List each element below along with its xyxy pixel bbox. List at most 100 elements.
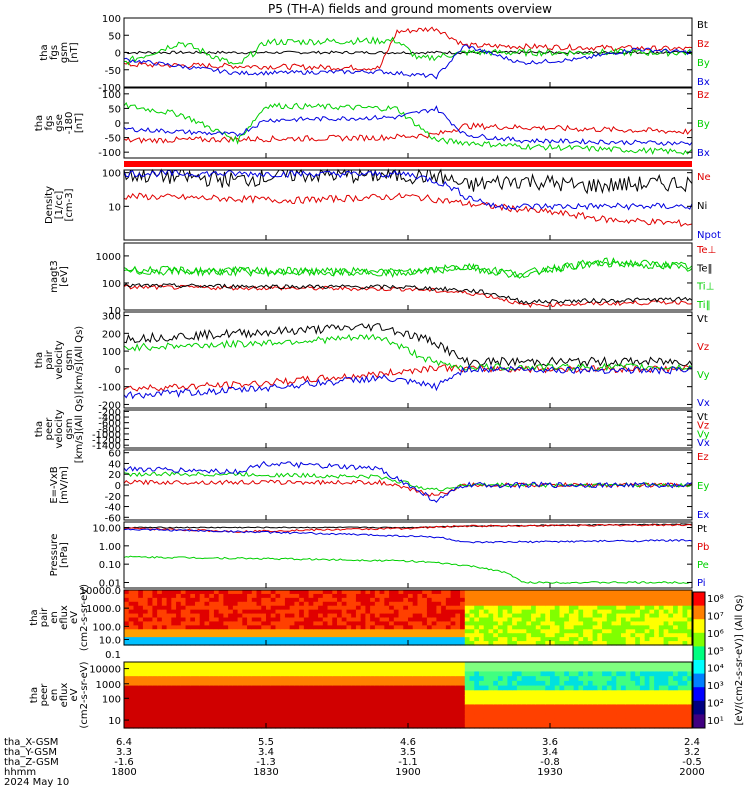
spectrogram-cell — [592, 709, 598, 715]
y-tick-label: -200 — [98, 400, 121, 411]
spectrogram-cell — [445, 676, 452, 682]
spectrogram-cell — [270, 597, 277, 603]
spectrogram-cell — [152, 662, 158, 668]
spectrogram-cell — [280, 617, 286, 623]
spectrogram-cell — [232, 621, 239, 626]
y-axis-label: gse — [54, 114, 65, 132]
spectrogram-cell — [540, 617, 546, 623]
spectrogram-cell — [322, 637, 329, 642]
spectrogram-cell — [479, 633, 485, 638]
spectrogram-cell — [242, 617, 248, 623]
spectrogram-cell — [408, 718, 414, 724]
spectrogram-cell — [668, 723, 674, 729]
y-tick-label: 10.0 — [99, 636, 121, 647]
spectrogram-cell — [554, 695, 561, 701]
spectrogram-cell — [587, 625, 594, 630]
spectrogram-cell — [251, 629, 258, 634]
spectrogram-cell — [147, 637, 153, 642]
spectrogram-cell — [488, 680, 494, 687]
spectrogram-cell — [199, 690, 206, 696]
spectrogram-cell — [266, 666, 272, 673]
spectrogram-cell — [251, 637, 258, 642]
spectrogram-cell — [228, 666, 234, 673]
legend-Vz: Vz — [697, 342, 709, 353]
spectrogram-cell — [535, 641, 542, 646]
spectrogram-cell — [436, 680, 442, 687]
spectrogram-cell — [303, 617, 310, 623]
spectrogram-cell — [237, 637, 243, 642]
spectrogram-cell — [318, 597, 324, 603]
spectrogram-cell — [436, 633, 442, 638]
spectrogram-cell — [374, 613, 381, 619]
spectrogram-cell — [450, 601, 456, 607]
spectrogram-cell — [497, 633, 504, 638]
spectrogram-cell — [327, 641, 333, 646]
spectrogram-cell — [341, 718, 348, 724]
spectrogram-cell — [142, 713, 149, 720]
spectrogram-cell — [455, 609, 461, 615]
spectrogram-cell — [673, 704, 679, 710]
spectrogram-cell — [412, 666, 419, 673]
spectrogram-cell — [540, 713, 546, 720]
spectrogram-cell — [346, 666, 352, 673]
spectrogram-cell — [507, 666, 513, 673]
spectrogram-cell — [507, 676, 513, 682]
spectrogram-cell — [251, 605, 258, 611]
spectrogram-cell — [261, 718, 267, 724]
spectrogram-cell — [673, 685, 679, 691]
spectrogram-cell — [199, 637, 206, 642]
spectrogram-cell — [308, 609, 314, 615]
spectrogram-cell — [299, 718, 305, 724]
spectrogram-cell — [682, 601, 688, 607]
spectrogram-cell — [635, 723, 641, 729]
spectrogram-cell — [625, 629, 632, 634]
spectrogram-cell — [469, 605, 475, 611]
spectrogram-cell — [370, 662, 376, 668]
spectrogram-cell — [209, 713, 215, 720]
spectrogram-cell — [232, 699, 239, 706]
spectrogram-cell — [152, 629, 158, 634]
spectrogram-cell — [426, 617, 433, 623]
spectrogram-cell — [228, 713, 234, 720]
spectrogram-cell — [521, 704, 527, 710]
spectrogram-cell — [270, 601, 277, 607]
y-tick-label: 100 — [102, 279, 121, 290]
spectrogram-cell — [668, 625, 674, 630]
spectrogram-cell — [578, 680, 584, 687]
spectrogram-cell — [365, 593, 371, 599]
spectrogram-cell — [521, 718, 527, 724]
spectrogram-cell — [332, 704, 338, 710]
spectrogram-cell — [583, 690, 589, 696]
spectrogram-cell — [346, 621, 352, 626]
spectrogram-cell — [587, 629, 594, 634]
spectrogram-cell — [133, 704, 139, 710]
spectrogram-cell — [157, 625, 163, 630]
spectrogram-cell — [654, 633, 660, 638]
x-row-value: 1800 — [111, 767, 136, 778]
spectrogram-cell — [559, 662, 565, 668]
spectrogram-cell — [152, 641, 158, 646]
spectrogram-cell — [308, 633, 314, 638]
spectrogram-cell — [521, 699, 527, 706]
spectrogram-cell — [436, 597, 442, 603]
y-axis-label: tha — [34, 115, 45, 131]
spectrogram-cell — [431, 593, 437, 599]
spectrogram-cell — [384, 597, 390, 603]
spectrogram-cell — [597, 713, 603, 720]
spectrogram-cell — [322, 680, 329, 687]
spectrogram-cell — [124, 709, 130, 715]
spectrogram-cell — [128, 704, 135, 710]
spectrogram-cell — [526, 666, 532, 673]
spectrogram-cell — [190, 704, 196, 710]
spectrogram-cell — [422, 704, 428, 710]
spectrogram-cell — [124, 601, 130, 607]
spectrogram-cell — [483, 593, 490, 599]
spectrogram-cell — [308, 641, 314, 646]
spectrogram-cell — [616, 662, 622, 668]
colorbar-tick: 10⁶ — [707, 629, 724, 640]
spectrogram-cell — [668, 597, 674, 603]
spectrogram-cell — [313, 676, 319, 682]
spectrogram-cell — [644, 709, 650, 715]
spectrogram-cell — [474, 637, 480, 642]
spectrogram-cell — [663, 676, 669, 682]
